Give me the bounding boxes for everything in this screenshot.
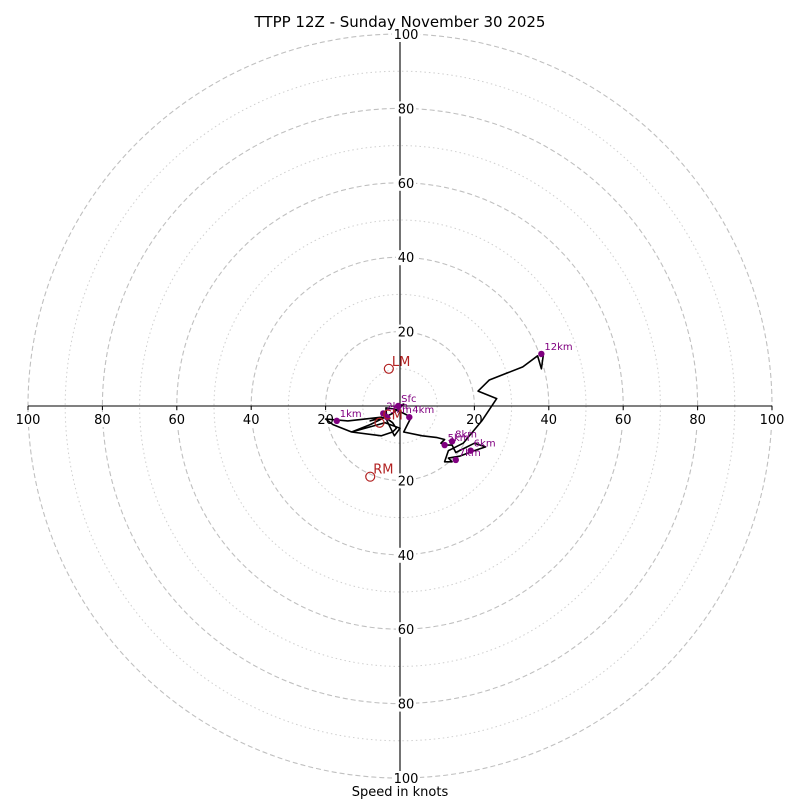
storm-label-lm: LM — [392, 355, 410, 370]
height-label-2km: 2km — [386, 401, 408, 412]
x-tick-label: 60 — [169, 413, 186, 428]
y-tick-label: 80 — [398, 102, 415, 117]
height-label-4km: 4km — [412, 405, 434, 416]
height-point-8km — [448, 438, 456, 445]
height-point-6km — [467, 447, 474, 454]
y-tick-label: 60 — [398, 623, 415, 638]
x-tick-label: 80 — [94, 413, 111, 428]
y-tick-label: 40 — [398, 549, 415, 564]
y-tick-bg — [396, 175, 416, 191]
height-point-4km — [406, 413, 413, 421]
height-label-12km: 12km — [544, 342, 572, 353]
y-tick-bg — [396, 250, 416, 266]
x-tick-label: 20 — [317, 413, 334, 428]
y-tick-bg — [396, 696, 416, 712]
storm-motion-markers: LM RM CM — [365, 355, 410, 482]
x-tick-bg — [758, 412, 786, 427]
storm-marker-cm — [374, 417, 385, 428]
height-point-sfc — [394, 402, 402, 410]
y-tick-bg — [392, 771, 420, 786]
y-tick-label: 100 — [394, 28, 419, 43]
storm-label-cm: CM — [383, 409, 403, 424]
x-tick-bg — [92, 412, 113, 427]
y-tick-bg — [396, 473, 416, 489]
x-tick-bg — [166, 412, 187, 427]
y-tick-bg — [396, 547, 416, 563]
axis-ticks: 100 80 60 40 20 20 40 60 80 100 100 80 60 40 20 20 40 60 8… — [14, 27, 786, 787]
y-tick-bg — [396, 101, 416, 117]
hodograph-line — [324, 353, 545, 463]
x-tick-bg — [613, 412, 634, 427]
y-tick-bg — [396, 324, 416, 340]
y-tick-label: 80 — [398, 698, 415, 713]
y-tick-label: 60 — [398, 177, 415, 192]
x-tick-label: 40 — [243, 413, 260, 428]
hodograph-trace — [324, 353, 545, 463]
y-tick-bg — [392, 27, 420, 42]
y-tick-label: 20 — [398, 326, 415, 341]
y-tick-label: 100 — [394, 772, 419, 787]
x-tick-bg — [687, 412, 708, 427]
height-label-1km: 1km — [340, 409, 362, 420]
storm-marker-rm — [365, 471, 376, 482]
x-tick-bg — [14, 412, 42, 427]
height-label-7km: 7km — [459, 448, 481, 459]
x-axis-label: Speed in knots — [352, 785, 449, 800]
x-tick-bg — [538, 412, 559, 427]
x-tick-label: 60 — [615, 413, 632, 428]
storm-label-rm: RM — [373, 463, 393, 478]
height-point-1km — [333, 417, 340, 425]
height-point-12km — [538, 350, 545, 358]
height-label-5km: 5km — [448, 433, 470, 444]
y-tick-bg — [396, 622, 416, 638]
storm-marker-lm — [383, 363, 394, 374]
y-tick-label: 20 — [398, 474, 415, 489]
x-tick-label: 100 — [16, 413, 41, 428]
x-tick-label: 40 — [541, 413, 558, 428]
height-point-7km — [452, 456, 459, 464]
x-tick-label: 100 — [760, 413, 785, 428]
x-tick-label: 20 — [466, 413, 483, 428]
height-point-5km — [441, 441, 448, 449]
height-label-6km: 6km — [474, 439, 496, 450]
x-tick-label: 80 — [689, 413, 706, 428]
height-label-3km: 3km — [390, 405, 412, 416]
chart-title: TTPP 12Z - Sunday November 30 2025 — [254, 13, 546, 31]
height-label-8km: 8km — [455, 429, 477, 440]
height-point-3km — [383, 413, 391, 421]
y-tick-label: 40 — [398, 251, 415, 266]
height-label-sfc: Sfc — [401, 394, 416, 405]
x-tick-bg — [241, 412, 262, 427]
